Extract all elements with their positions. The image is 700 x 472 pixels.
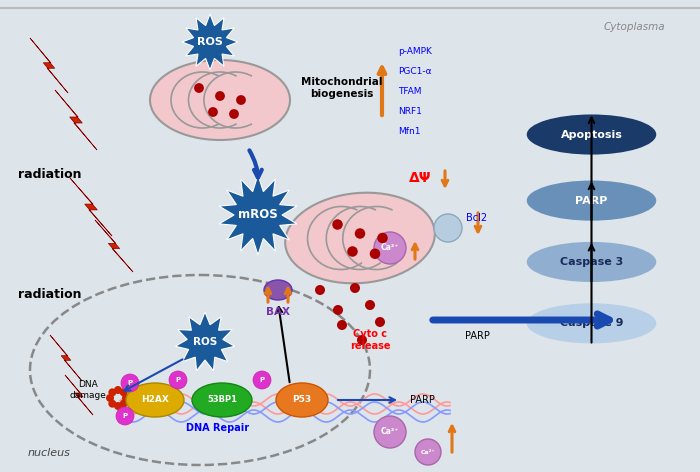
Text: Bcl2: Bcl2 (466, 213, 487, 223)
Circle shape (350, 283, 360, 293)
Ellipse shape (526, 242, 657, 282)
Text: DNA
damage: DNA damage (69, 380, 106, 400)
Polygon shape (65, 375, 93, 415)
Text: P: P (122, 413, 127, 419)
Ellipse shape (192, 383, 252, 417)
Circle shape (333, 305, 343, 315)
Polygon shape (95, 220, 133, 272)
Text: ROS: ROS (197, 37, 223, 47)
Circle shape (434, 214, 462, 242)
Text: PARP: PARP (410, 395, 435, 405)
Circle shape (229, 109, 239, 119)
Circle shape (357, 335, 367, 345)
Circle shape (253, 371, 271, 389)
Polygon shape (175, 312, 234, 371)
Circle shape (108, 388, 116, 396)
Text: NRF1: NRF1 (398, 108, 422, 117)
Text: radiation: radiation (18, 288, 81, 302)
Text: Mitochondrial
biogenesis: Mitochondrial biogenesis (301, 77, 383, 99)
Circle shape (114, 402, 122, 410)
Text: P: P (260, 377, 265, 383)
Circle shape (116, 407, 134, 425)
Text: Cytoplasma: Cytoplasma (603, 22, 665, 32)
Circle shape (215, 91, 225, 101)
Polygon shape (219, 175, 297, 255)
Text: DNA Repair: DNA Repair (186, 423, 250, 433)
Ellipse shape (126, 383, 184, 417)
Ellipse shape (526, 114, 657, 155)
Polygon shape (55, 90, 97, 150)
Ellipse shape (276, 383, 328, 417)
Circle shape (347, 246, 358, 257)
Text: Ca²⁺: Ca²⁺ (381, 244, 399, 253)
Text: 53BP1: 53BP1 (207, 396, 237, 405)
Ellipse shape (526, 303, 657, 344)
Text: P: P (176, 377, 181, 383)
Circle shape (194, 83, 204, 93)
Circle shape (106, 394, 114, 402)
Circle shape (374, 416, 406, 448)
Circle shape (415, 439, 441, 465)
Circle shape (108, 400, 116, 408)
Circle shape (332, 219, 343, 230)
Text: TFAM: TFAM (398, 87, 421, 96)
Text: ROS: ROS (193, 337, 217, 347)
Text: P: P (127, 380, 132, 386)
Text: p-AMPK: p-AMPK (398, 48, 432, 57)
Circle shape (374, 232, 406, 264)
Circle shape (375, 317, 385, 327)
Circle shape (208, 107, 218, 117)
Circle shape (377, 233, 388, 243)
Text: PARP: PARP (575, 195, 608, 206)
Circle shape (120, 400, 127, 408)
Polygon shape (70, 178, 112, 236)
Text: Ca²⁺: Ca²⁺ (381, 428, 399, 437)
Polygon shape (50, 335, 82, 381)
Circle shape (236, 95, 246, 105)
Text: BAX: BAX (266, 307, 290, 317)
Text: ΔΨ: ΔΨ (409, 171, 431, 185)
Text: Mfn1: Mfn1 (398, 127, 421, 136)
Circle shape (370, 248, 380, 259)
Polygon shape (182, 14, 238, 70)
Circle shape (122, 394, 130, 402)
Circle shape (337, 320, 347, 330)
Ellipse shape (526, 180, 657, 221)
Circle shape (114, 386, 122, 394)
Text: Caspase 3: Caspase 3 (560, 257, 623, 267)
Circle shape (121, 374, 139, 392)
Circle shape (120, 388, 127, 396)
Text: Apoptosis: Apoptosis (561, 129, 622, 140)
Circle shape (169, 371, 187, 389)
Ellipse shape (150, 60, 290, 140)
Polygon shape (30, 38, 68, 93)
Text: P53: P53 (293, 396, 312, 405)
Text: mROS: mROS (238, 209, 278, 221)
Circle shape (355, 228, 365, 239)
Text: H2AX: H2AX (141, 396, 169, 405)
Text: PARP: PARP (465, 331, 490, 341)
Ellipse shape (285, 193, 435, 283)
Ellipse shape (264, 280, 292, 300)
Circle shape (315, 285, 325, 295)
Text: Ca²⁺: Ca²⁺ (421, 449, 435, 455)
Text: Caspase 9: Caspase 9 (560, 318, 623, 329)
Text: Cyto c
release: Cyto c release (350, 329, 391, 351)
Circle shape (365, 300, 375, 310)
Text: radiation: radiation (18, 169, 81, 182)
Text: PGC1-α: PGC1-α (398, 67, 432, 76)
Text: nucleus: nucleus (28, 448, 71, 458)
